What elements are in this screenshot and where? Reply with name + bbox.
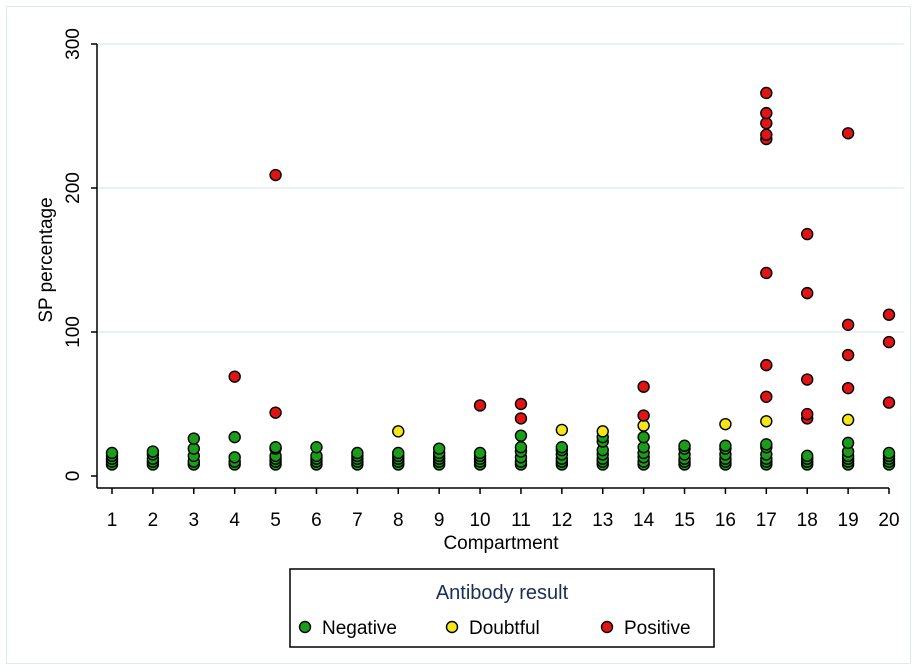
point-negative: [514, 429, 528, 442]
point-negative: [719, 439, 732, 452]
legend-label-doubtful: Doubtful: [469, 618, 540, 639]
point-positive: [760, 116, 773, 130]
point-negative: [801, 449, 814, 463]
point-positive: [760, 128, 773, 141]
point-negative: [146, 445, 160, 458]
grid-lines: [97, 43, 904, 333]
x-tick-label: 1: [107, 510, 118, 531]
point-positive: [637, 380, 650, 393]
legend-title: Antibody result: [436, 582, 569, 604]
x-tick-label: 14: [633, 510, 655, 531]
x-tick-label: 19: [838, 510, 859, 531]
point-positive: [760, 106, 773, 120]
point-negative: [760, 438, 773, 451]
y-axis-title: SP percentage: [36, 197, 57, 322]
y-tick-label: 300: [63, 28, 84, 60]
legend-box: [289, 568, 715, 648]
x-tick-label: 2: [148, 510, 159, 531]
point-negative: [105, 446, 119, 460]
point-doubtful: [719, 417, 732, 431]
point-positive: [801, 227, 814, 241]
point-positive: [801, 407, 814, 421]
x-axis-title: Compartment: [443, 533, 559, 554]
point-positive: [760, 358, 773, 372]
x-tick-label: 18: [797, 510, 818, 531]
x-tick-label: 6: [311, 510, 322, 531]
point-positive: [801, 373, 814, 386]
point-positive: [514, 397, 528, 411]
legend-label-positive: Positive: [624, 618, 691, 639]
point-negative: [432, 442, 446, 455]
point-positive: [882, 335, 896, 349]
x-tick-label: 10: [469, 510, 490, 531]
x-tick-label: 9: [434, 510, 445, 531]
x-tick-label: 4: [229, 510, 240, 531]
point-doubtful: [760, 415, 773, 428]
x-tick-label: 13: [592, 510, 613, 531]
x-tick-label: 12: [551, 510, 572, 531]
point-negative: [473, 446, 487, 460]
point-positive: [269, 168, 282, 182]
x-tick-label: 7: [352, 510, 363, 531]
data-points: [105, 86, 896, 471]
legend-marker-negative: [298, 620, 312, 634]
x-tick-label: 17: [756, 510, 777, 531]
point-negative: [637, 441, 650, 454]
x-tick-label: 16: [715, 510, 736, 531]
point-doubtful: [555, 423, 569, 437]
point-doubtful: [637, 419, 650, 432]
point-doubtful: [392, 425, 405, 438]
point-negative: [514, 441, 528, 454]
point-positive: [882, 396, 896, 409]
point-negative: [187, 442, 200, 455]
chart-frame: [6, 6, 911, 664]
point-negative: [187, 432, 200, 445]
y-tick-label: 0: [63, 471, 84, 482]
point-positive: [760, 390, 773, 403]
legend-items: Negative Doubtful Positive: [298, 618, 691, 639]
point-negative: [392, 446, 405, 460]
point-negative: [228, 430, 241, 444]
point-positive: [841, 127, 855, 140]
y-tick-label: 200: [63, 172, 84, 204]
legend-label-negative: Negative: [322, 618, 397, 639]
point-negative: [310, 441, 323, 454]
legend-marker-positive: [600, 620, 614, 634]
point-positive: [514, 412, 528, 425]
point-negative: [678, 439, 691, 452]
point-positive: [760, 86, 773, 100]
point-positive: [841, 348, 855, 362]
point-positive: [473, 399, 487, 412]
point-negative: [228, 451, 241, 464]
point-positive: [841, 318, 855, 331]
x-tick-label: 8: [393, 510, 404, 531]
x-tick-label: 15: [674, 510, 695, 531]
point-positive: [882, 308, 896, 321]
y-tick-label: 100: [63, 316, 84, 348]
point-negative: [269, 441, 282, 454]
point-negative: [841, 436, 855, 450]
point-positive: [637, 409, 650, 422]
x-tick-label: 20: [878, 510, 899, 531]
x-tick-label: 11: [511, 510, 531, 531]
point-positive: [269, 406, 282, 419]
point-positive: [228, 370, 241, 383]
point-negative: [555, 441, 569, 454]
point-positive: [801, 286, 814, 300]
legend-marker-doubtful: [445, 620, 459, 634]
axes: [91, 43, 890, 494]
point-negative: [882, 446, 896, 460]
point-negative: [351, 446, 364, 460]
point-negative: [637, 430, 650, 444]
point-positive: [841, 381, 855, 395]
point-doubtful: [596, 425, 609, 438]
point-doubtful: [841, 413, 855, 427]
legend: Antibody result Negative Doubtful Positive: [289, 568, 715, 648]
point-positive: [760, 266, 773, 280]
x-tick-label: 3: [189, 510, 200, 531]
x-tick-label: 5: [270, 510, 281, 531]
